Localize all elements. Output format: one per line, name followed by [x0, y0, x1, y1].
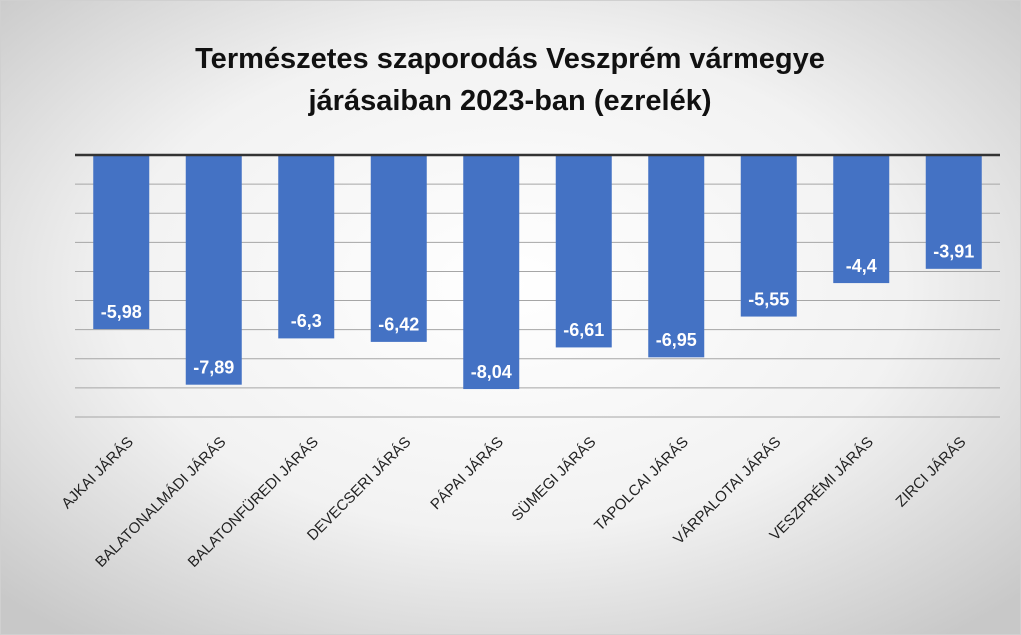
bar: [555, 155, 612, 348]
data-label: -6,95: [656, 330, 697, 350]
bar: [925, 155, 982, 269]
bar: [740, 155, 797, 317]
data-label: -6,61: [563, 320, 604, 340]
bar: [93, 155, 150, 330]
bar: [833, 155, 890, 284]
bar: [370, 155, 427, 342]
data-label: -3,91: [933, 242, 974, 262]
bar: [463, 155, 520, 390]
data-label: -7,89: [193, 357, 234, 377]
chart-title: Természetes szaporodás Veszprém vármegye…: [195, 43, 825, 117]
data-label: -6,42: [378, 315, 419, 335]
data-label: -4,4: [846, 256, 877, 276]
data-label: -6,3: [291, 311, 322, 331]
bar: [185, 155, 242, 385]
data-label: -8,04: [471, 362, 512, 382]
bar: [278, 155, 335, 339]
data-label: -5,55: [748, 289, 789, 309]
bar: [648, 155, 705, 358]
data-label: -5,98: [101, 302, 142, 322]
